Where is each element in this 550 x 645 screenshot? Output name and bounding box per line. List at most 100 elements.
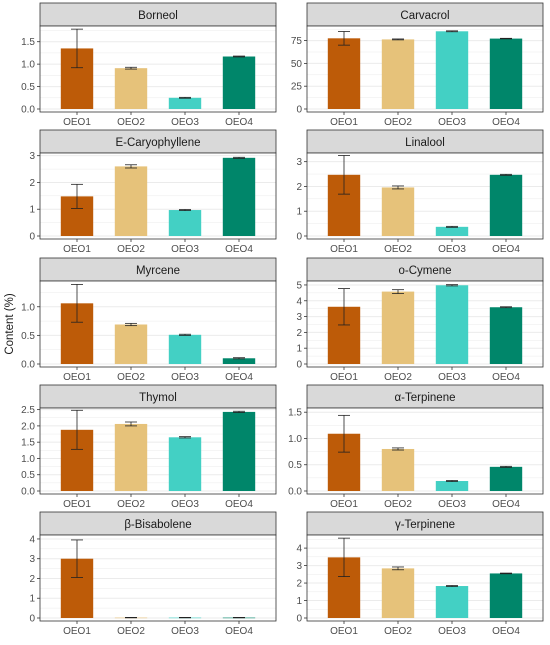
bar-oeo3 [435, 586, 469, 618]
error-bar-oeo4 [233, 357, 245, 360]
error-bar-oeo4 [233, 410, 245, 413]
y-tick-label: 0.5 [21, 470, 35, 481]
panel-border [306, 25, 544, 113]
error-bar-oeo4 [500, 572, 512, 575]
bar-oeo3 [435, 226, 469, 236]
bar-oeo3 [168, 334, 202, 364]
y-tick-label: 75 [291, 36, 303, 47]
y-tick-label: 0 [296, 614, 302, 625]
y-tick-label: 0 [296, 105, 302, 116]
error-bar-oeo4 [500, 465, 512, 468]
error-bar-oeo4 [233, 55, 245, 58]
x-tick-label: OEO1 [63, 626, 91, 637]
bar-oeo4 [222, 358, 256, 364]
y-tick-label: 1.5 [288, 408, 302, 419]
error-bar-oeo3 [446, 284, 458, 287]
x-tick-label: OEO1 [330, 499, 358, 510]
bar-oeo4 [489, 307, 523, 364]
y-tick-label: 0.5 [21, 82, 35, 93]
x-tick-label: OEO3 [171, 117, 199, 128]
error-bar-oeo3 [179, 96, 191, 99]
error-bar-oeo1 [71, 183, 83, 209]
bar-oeo2 [381, 39, 415, 109]
error-bar-oeo2 [392, 185, 404, 190]
panel-title: Myrcene [136, 265, 180, 277]
panel-terpinene: α-Terpinene 0.0 0.5 1.0 1.5 OEO1 OEO2 OEO3 OEO4 [288, 384, 544, 510]
panel-border [306, 534, 544, 622]
y-tick-label: 1.0 [21, 302, 35, 313]
error-bar-oeo4 [233, 156, 245, 159]
y-tick-label: 2 [296, 182, 302, 193]
error-bar-oeo4 [500, 37, 512, 40]
error-bar-oeo2 [125, 421, 137, 427]
error-bar-oeo2 [392, 566, 404, 571]
y-tick-label: 25 [291, 82, 303, 93]
x-tick-label: OEO2 [117, 499, 145, 510]
bar-oeo4 [489, 38, 523, 109]
bar-oeo3 [168, 210, 202, 236]
x-tick-label: OEO1 [63, 372, 91, 383]
bar-oeo3 [435, 285, 469, 364]
x-tick-label: OEO1 [330, 244, 358, 255]
error-bar-oeo4 [500, 306, 512, 309]
x-tick-label: OEO2 [384, 372, 412, 383]
error-bar-oeo1 [338, 31, 350, 46]
panel-border [306, 152, 544, 240]
panel-title: Linalool [405, 137, 445, 149]
x-tick-label: OEO4 [492, 117, 520, 128]
bar-oeo3 [435, 481, 469, 491]
bar-oeo2 [114, 324, 148, 364]
panel-title: Thymol [139, 392, 177, 404]
y-tick-label: 2 [29, 574, 35, 585]
x-tick-label: OEO2 [117, 372, 145, 383]
error-bar-oeo1 [71, 409, 83, 450]
x-tick-label: OEO1 [63, 499, 91, 510]
y-tick-label: 1.5 [21, 438, 35, 449]
x-tick-label: OEO1 [63, 117, 91, 128]
bar-oeo2 [381, 187, 415, 236]
panel-e-caryophyllene: E-Caryophyllene 0 1 2 3 OEO1 OEO2 OEO3 OEO4 [29, 129, 277, 255]
panel-thymol: Thymol 0.0 0.5 1.0 1.5 2.0 2.5 OEO1 OEO2 OEO3 OEO4 [21, 384, 277, 510]
panel-linalool: Linalool 0 1 2 3 OEO1 OEO2 OEO3 OEO4 [296, 129, 544, 255]
panel-o-cymene: o-Cymene 0 1 2 3 4 5 OEO1 OEO2 OEO3 OEO4 [296, 257, 544, 383]
x-tick-label: OEO1 [330, 117, 358, 128]
panel-border [39, 25, 277, 113]
panel-title: β-Bisabolene [124, 519, 191, 531]
bar-oeo1 [327, 38, 361, 109]
panel-borneol: Borneol 0.0 0.5 1.0 1.5 OEO1 OEO2 OEO3 OEO4 [21, 2, 277, 128]
panel-terpinene: γ-Terpinene 0 1 2 3 4 OEO1 OEO2 OEO3 OEO4 [296, 511, 544, 637]
y-tick-label: 2 [296, 328, 302, 339]
x-tick-label: OEO4 [225, 372, 253, 383]
y-tick-label: 0 [296, 360, 302, 371]
x-tick-label: OEO2 [384, 117, 412, 128]
error-bar-oeo2 [125, 164, 137, 169]
bar-oeo3 [435, 31, 469, 110]
panel-border [39, 407, 277, 495]
panel-border [39, 280, 277, 368]
y-tick-label: 0 [296, 232, 302, 243]
x-tick-label: OEO2 [384, 626, 412, 637]
error-bar-oeo1 [71, 28, 83, 69]
y-tick-label: 1 [296, 596, 302, 607]
y-tick-label: 1.0 [288, 434, 302, 445]
y-tick-label: 4 [29, 534, 35, 545]
y-tick-label: 0.0 [21, 360, 35, 371]
y-tick-label: 3 [296, 312, 302, 323]
x-tick-label: OEO3 [171, 372, 199, 383]
bar-oeo4 [489, 466, 523, 491]
error-bar-oeo2 [392, 447, 404, 451]
x-tick-label: OEO3 [171, 626, 199, 637]
y-tick-label: 3 [29, 151, 35, 162]
x-tick-label: OEO3 [171, 499, 199, 510]
x-tick-label: OEO4 [492, 499, 520, 510]
y-tick-label: 0.5 [21, 331, 35, 342]
x-tick-label: OEO3 [171, 244, 199, 255]
error-bar-oeo3 [446, 585, 458, 587]
x-tick-label: OEO2 [117, 626, 145, 637]
y-tick-label: 50 [291, 59, 303, 70]
y-tick-label: 1.0 [21, 454, 35, 465]
x-tick-label: OEO4 [492, 244, 520, 255]
x-tick-label: OEO4 [225, 117, 253, 128]
x-tick-label: OEO3 [438, 499, 466, 510]
